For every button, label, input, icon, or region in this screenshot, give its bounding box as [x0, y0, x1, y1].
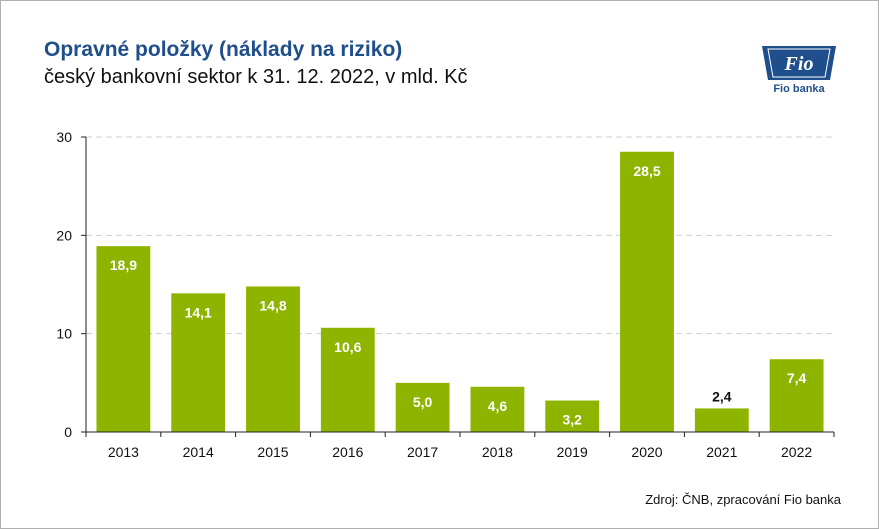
x-axis-ticks: 2013 2014 2015 2016 2017 2018 2019 2020 2021 2022	[85, 432, 835, 460]
bar-2015	[246, 286, 300, 432]
bar-2018	[470, 386, 525, 432]
bar-2014	[171, 293, 226, 432]
x-tick-label: 2014	[183, 444, 214, 460]
bar-value-label: 5,0	[413, 394, 433, 410]
x-tick-label: 2017	[407, 444, 438, 460]
bar-2016	[320, 327, 375, 432]
fio-logo-icon: Fio	[762, 46, 836, 80]
bar-2020	[620, 151, 674, 432]
bar-value-label: 3,2	[562, 412, 582, 428]
bar-value-label: 7,4	[787, 370, 807, 386]
x-tick-label: 2013	[108, 444, 139, 460]
bar-value-label: 18,9	[110, 257, 137, 273]
x-tick-label: 2022	[781, 444, 812, 460]
bar-value-label: 14,1	[185, 304, 212, 320]
bar-value-label: 10,6	[334, 339, 361, 355]
y-tick-label: 30	[56, 129, 72, 145]
bar-value-label: 28,5	[633, 163, 660, 179]
y-tick-label: 0	[64, 424, 72, 440]
chart-subtitle: český bankovní sektor k 31. 12. 2022, v …	[44, 66, 468, 88]
x-tick-label: 2021	[706, 444, 737, 460]
bar-2019	[545, 400, 600, 432]
bar-value-label: 2,4	[712, 388, 732, 404]
bar-2013	[96, 246, 151, 432]
logo-mark-text: Fio	[784, 53, 814, 75]
x-tick-label: 2018	[482, 444, 513, 460]
bar-2017	[395, 382, 450, 432]
x-tick-label: 2019	[557, 444, 588, 460]
x-tick-label: 2016	[332, 444, 363, 460]
y-axis-ticks: 0 10 20 30	[56, 129, 86, 440]
bars: 18,9 14,1 14,8 10,6 5,0 4,6 3,2 28,5 2,4 7,4	[96, 151, 824, 432]
y-tick-label: 20	[56, 227, 72, 243]
bar-2021	[694, 408, 749, 432]
bar-value-label: 4,6	[488, 398, 508, 414]
bar-2022	[769, 359, 824, 432]
chart-title: Opravné položky (náklady na riziko)	[44, 38, 403, 61]
bar-value-label: 14,8	[259, 297, 286, 313]
fio-banka-logo: Fio Fio banka	[760, 40, 838, 98]
logo-name: Fio banka	[773, 83, 825, 95]
source-note: Zdroj: ČNB, zpracování Fio banka	[645, 492, 841, 507]
x-tick-label: 2015	[257, 444, 288, 460]
x-tick-label: 2020	[631, 444, 662, 460]
y-tick-label: 10	[56, 326, 72, 342]
